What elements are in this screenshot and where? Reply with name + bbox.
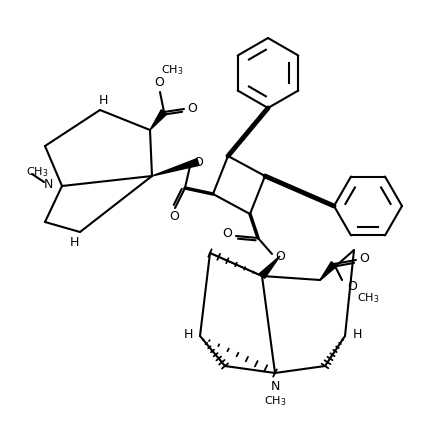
Polygon shape [259,256,280,278]
Polygon shape [152,159,199,176]
Text: O: O [169,209,179,223]
Text: O: O [154,75,164,89]
Polygon shape [210,253,262,276]
Text: CH$_3$: CH$_3$ [161,63,183,77]
Polygon shape [150,110,167,130]
Text: H: H [69,235,79,249]
Text: CH$_3$: CH$_3$ [26,165,48,179]
Text: O: O [359,252,369,265]
Text: O: O [222,226,232,240]
Text: O: O [187,101,197,115]
Text: H: H [183,327,193,341]
Text: N: N [43,178,53,190]
Text: O: O [275,250,285,262]
Text: H: H [352,327,362,341]
Text: H: H [98,93,108,107]
Text: O: O [193,155,203,169]
Text: N: N [270,380,279,392]
Text: O: O [347,279,357,292]
Text: CH$_3$: CH$_3$ [357,291,379,305]
Text: CH$_3$: CH$_3$ [264,394,286,408]
Polygon shape [320,262,337,280]
